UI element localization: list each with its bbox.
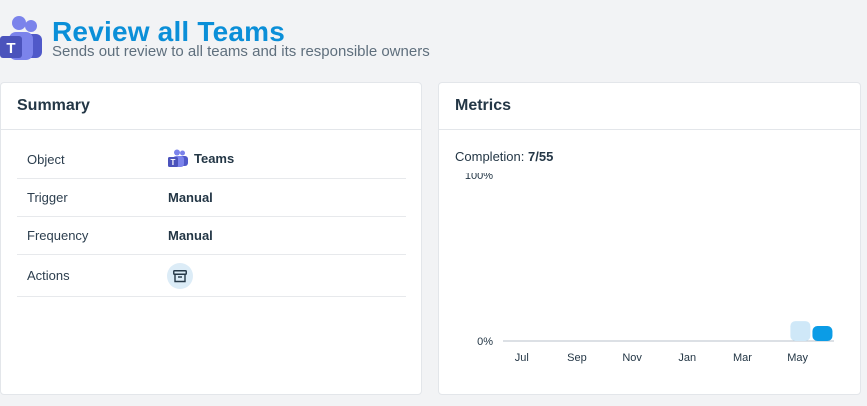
- metrics-card: Metrics Completion: 7/55 100% 0% Jul Sep Nov…: [438, 82, 861, 395]
- x-tick-label: Jul: [515, 352, 529, 364]
- x-tick-label: Jan: [678, 352, 696, 364]
- summary-rows: Object T Teams Trigger Manual Frequency …: [17, 141, 406, 297]
- microsoft-teams-icon: T: [168, 149, 188, 167]
- page-header: T Review all Teams Sends out review to a…: [0, 10, 867, 64]
- archive-icon: [173, 269, 187, 282]
- row-label: Object: [27, 152, 65, 167]
- summary-row-actions: Actions: [17, 255, 406, 297]
- x-tick-label: Nov: [622, 352, 642, 364]
- row-label: Actions: [27, 268, 70, 283]
- summary-heading: Summary: [1, 83, 421, 130]
- summary-card: Summary Object T Teams Trigger Manual Fr…: [0, 82, 422, 395]
- x-tick-label: Mar: [733, 352, 752, 364]
- completion-label: Completion:: [455, 149, 525, 164]
- completion-bar: [790, 321, 811, 341]
- row-label: Frequency: [27, 228, 89, 243]
- chart-svg: 100% 0% Jul Sep Nov Jan Mar May: [465, 170, 834, 364]
- svg-text:T: T: [6, 40, 15, 57]
- archive-button[interactable]: [167, 263, 193, 289]
- x-tick-label: Sep: [567, 352, 587, 364]
- metrics-heading: Metrics: [439, 83, 860, 130]
- summary-row-object: Object T Teams: [17, 141, 406, 179]
- object-value: Teams: [194, 150, 235, 166]
- microsoft-teams-icon: T: [0, 16, 42, 60]
- x-tick-label: May: [787, 352, 808, 364]
- completion-chart: 100% 0% Jul Sep Nov Jan Mar May: [439, 170, 860, 383]
- summary-row-frequency: Frequency Manual: [17, 217, 406, 255]
- row-value: Manual: [168, 190, 213, 205]
- page-subtitle: Sends out review to all teams and its re…: [52, 43, 430, 60]
- row-label: Trigger: [27, 190, 68, 205]
- summary-row-trigger: Trigger Manual: [17, 179, 406, 217]
- completion-bar: [812, 326, 833, 341]
- completion-text: Completion: 7/55: [455, 149, 553, 164]
- completion-value: 7/55: [528, 149, 554, 164]
- row-value: T Teams: [168, 149, 234, 167]
- row-value: Manual: [168, 228, 213, 243]
- y-tick-label: 0%: [477, 336, 493, 348]
- y-tick-label: 100%: [465, 173, 493, 182]
- page-title: Review all Teams: [52, 16, 286, 47]
- svg-text:T: T: [171, 158, 176, 167]
